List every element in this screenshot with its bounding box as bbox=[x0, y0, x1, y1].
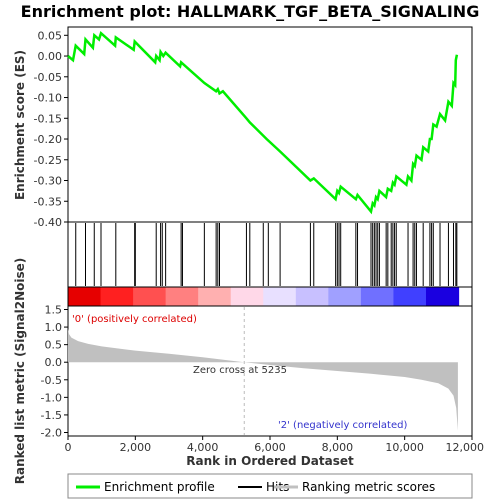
negative-correlation-label: '2' (negatively correlated) bbox=[278, 420, 407, 431]
x-axis: 0 2,000 4,000 6,000 8,000 10,000 12,000 bbox=[65, 436, 485, 454]
hit-marks bbox=[75, 223, 458, 286]
rank-color-band bbox=[67, 286, 473, 307]
rank-band-segment bbox=[198, 287, 232, 306]
hits-plot-area bbox=[67, 221, 473, 288]
metric-y-tick-label: 0.5 bbox=[45, 339, 63, 352]
metric-y-tick-label: -2.0 bbox=[41, 426, 62, 439]
ranking-metric-area bbox=[68, 328, 458, 431]
metric-y-tick-label: -0.5 bbox=[41, 374, 62, 387]
x-tick-label: 6,000 bbox=[254, 441, 286, 454]
rank-band-segment bbox=[425, 287, 460, 306]
legend-ranking-metric-label: Ranking metric scores bbox=[302, 480, 435, 494]
es-y-tick-label: -0.05 bbox=[34, 71, 62, 84]
legend-enrichment-profile-label: Enrichment profile bbox=[104, 480, 215, 494]
es-y-tick-label: -0.30 bbox=[34, 175, 62, 188]
metric-y-tick-label: 1.5 bbox=[45, 304, 63, 317]
zero-cross-label: Zero cross at 5235 bbox=[193, 365, 287, 376]
legend-box bbox=[67, 473, 473, 499]
es-y-tick-label: 0.00 bbox=[38, 50, 63, 63]
rank-band-segment bbox=[133, 287, 167, 306]
es-y-tick-label: -0.35 bbox=[34, 195, 62, 208]
x-tick-label: 8,000 bbox=[322, 441, 354, 454]
metric-y-axis-label: Ranked list metric (Signal2Noise) bbox=[13, 258, 27, 485]
rank-band-segment bbox=[295, 287, 329, 306]
es-y-tick-label: -0.40 bbox=[34, 216, 62, 229]
metric-y-tick-label: -1.0 bbox=[41, 391, 62, 404]
positive-correlation-label: '0' (positively correlated) bbox=[72, 314, 197, 325]
es-plot-area bbox=[67, 26, 473, 223]
es-y-tick-label: -0.10 bbox=[34, 92, 62, 105]
rank-band-segment bbox=[230, 287, 264, 306]
rank-band-segment bbox=[328, 287, 362, 306]
x-tick-label: 4,000 bbox=[187, 441, 219, 454]
x-tick-label: 2,000 bbox=[120, 441, 152, 454]
es-panel: 0.05 0.00 -0.05 -0.10 -0.15 -0.20 -0.25 -0.30 -0… bbox=[13, 26, 473, 229]
rank-band-segment bbox=[165, 287, 199, 306]
chart-title: Enrichment plot: HALLMARK_TGF_BETA_SIGNA… bbox=[21, 2, 480, 21]
es-y-tick-label: -0.20 bbox=[34, 133, 62, 146]
legend: Enrichment profile Hits Ranking metric s… bbox=[67, 473, 473, 499]
rank-band-segment bbox=[263, 287, 297, 306]
metric-y-axis: 1.5 1.0 0.5 0.0 -0.5 -1.0 -1.5 -2.0 bbox=[41, 304, 68, 439]
x-axis-label: Rank in Ordered Dataset bbox=[186, 454, 354, 468]
hits-panel bbox=[67, 221, 473, 307]
es-y-tick-label: 0.05 bbox=[38, 29, 63, 42]
es-y-axis-label: Enrichment score (ES) bbox=[13, 50, 27, 200]
x-tick-label: 10,000 bbox=[385, 441, 424, 454]
rank-band-segment bbox=[100, 287, 134, 306]
enrichment-profile-line bbox=[67, 30, 459, 215]
metric-y-tick-label: 1.0 bbox=[45, 321, 63, 334]
x-tick-label: 12,000 bbox=[446, 441, 485, 454]
rank-band-segment bbox=[68, 287, 102, 306]
metric-y-tick-label: 0.0 bbox=[45, 356, 63, 369]
metric-y-tick-label: -1.5 bbox=[41, 409, 62, 422]
es-y-tick-label: -0.25 bbox=[34, 154, 62, 167]
rank-band-segment bbox=[393, 287, 427, 306]
x-tick-label: 0 bbox=[65, 441, 72, 454]
es-y-tick-label: -0.15 bbox=[34, 112, 62, 125]
metric-panel: 1.5 1.0 0.5 0.0 -0.5 -1.0 -1.5 -2.0 '0' (positi… bbox=[13, 258, 473, 485]
rank-band-segment bbox=[360, 287, 395, 306]
es-y-axis: 0.05 0.00 -0.05 -0.10 -0.15 -0.20 -0.25 -0.30 -0… bbox=[34, 29, 68, 229]
